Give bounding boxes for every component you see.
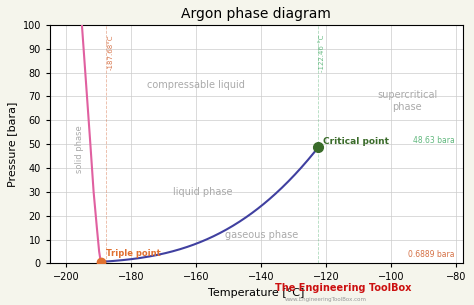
Text: supercritical
phase: supercritical phase [377, 91, 438, 112]
Title: Argon phase diagram: Argon phase diagram [182, 7, 331, 21]
Text: 48.63 bara: 48.63 bara [413, 136, 455, 145]
Y-axis label: Pressure [bara]: Pressure [bara] [7, 102, 17, 187]
Text: www.EngineeringToolBox.com: www.EngineeringToolBox.com [284, 297, 366, 302]
Text: gaseous phase: gaseous phase [225, 230, 298, 240]
Text: -122.46 °C: -122.46 °C [319, 34, 326, 72]
Text: compressable liquid: compressable liquid [147, 80, 245, 90]
Text: Triple point: Triple point [106, 249, 160, 258]
Text: Critical point: Critical point [323, 137, 389, 146]
Text: The Engineering ToolBox: The Engineering ToolBox [275, 283, 411, 293]
Text: -187.68°C: -187.68°C [108, 34, 113, 70]
Text: solid phase: solid phase [74, 125, 83, 173]
Text: liquid phase: liquid phase [173, 187, 232, 197]
X-axis label: Temperature [°C]: Temperature [°C] [208, 288, 304, 298]
Text: 0.6889 bara: 0.6889 bara [408, 250, 455, 260]
